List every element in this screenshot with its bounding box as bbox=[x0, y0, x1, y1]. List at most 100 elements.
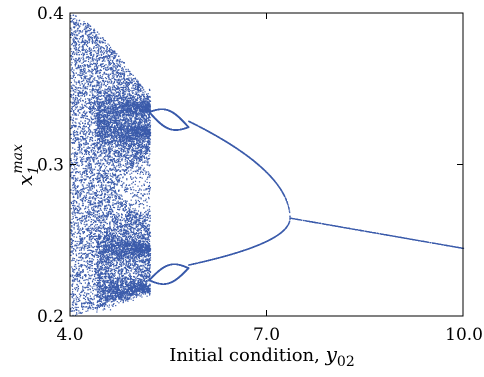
data-point bbox=[74, 30, 76, 33]
data-point bbox=[115, 54, 117, 56]
data-point bbox=[73, 201, 75, 203]
data-point bbox=[136, 224, 138, 226]
data-point bbox=[71, 285, 73, 287]
data-point bbox=[101, 268, 103, 270]
data-point bbox=[109, 57, 111, 59]
data-point bbox=[149, 271, 152, 273]
data-point bbox=[82, 73, 84, 75]
data-point bbox=[94, 108, 97, 110]
data-point bbox=[146, 228, 148, 230]
data-point bbox=[95, 44, 98, 46]
data-point bbox=[147, 174, 150, 176]
data-point bbox=[104, 269, 106, 271]
data-point bbox=[116, 53, 118, 55]
data-point bbox=[84, 25, 87, 27]
data-point bbox=[104, 77, 107, 79]
data-point bbox=[88, 275, 91, 277]
data-point bbox=[72, 178, 75, 180]
data-point bbox=[78, 218, 80, 220]
data-point bbox=[79, 156, 81, 158]
data-point bbox=[147, 123, 149, 125]
data-point bbox=[70, 48, 72, 50]
data-point bbox=[148, 220, 150, 222]
data-point bbox=[118, 117, 120, 119]
data-point bbox=[76, 132, 78, 134]
data-point bbox=[121, 149, 123, 151]
data-point bbox=[113, 75, 115, 77]
data-point bbox=[94, 253, 96, 255]
data-point bbox=[90, 249, 92, 251]
data-point bbox=[88, 212, 90, 214]
data-point bbox=[128, 128, 130, 130]
data-point bbox=[77, 177, 79, 179]
data-point bbox=[138, 167, 140, 169]
data-point bbox=[74, 152, 77, 155]
data-point bbox=[96, 42, 98, 44]
data-point bbox=[83, 216, 86, 218]
data-point bbox=[139, 168, 142, 170]
data-point bbox=[77, 260, 79, 262]
data-point bbox=[134, 87, 136, 90]
data-point bbox=[124, 174, 126, 176]
data-point bbox=[87, 282, 89, 285]
data-point bbox=[94, 120, 96, 122]
data-point bbox=[99, 304, 102, 306]
data-point bbox=[78, 43, 81, 46]
data-point bbox=[106, 232, 108, 234]
data-point bbox=[87, 164, 89, 166]
data-point bbox=[141, 114, 143, 117]
data-point bbox=[112, 261, 114, 263]
data-point bbox=[103, 105, 105, 107]
data-point bbox=[149, 206, 151, 208]
data-point bbox=[148, 198, 150, 200]
data-point bbox=[99, 268, 101, 270]
data-point bbox=[82, 171, 84, 173]
data-point bbox=[143, 120, 145, 123]
data-point bbox=[78, 256, 80, 258]
data-point bbox=[133, 120, 135, 122]
data-point bbox=[148, 149, 150, 151]
data-point bbox=[88, 243, 90, 245]
data-point bbox=[121, 185, 123, 187]
data-point bbox=[97, 180, 99, 182]
data-point bbox=[115, 70, 117, 72]
data-point bbox=[120, 73, 122, 75]
data-point bbox=[126, 83, 128, 85]
data-point bbox=[140, 140, 142, 142]
data-point bbox=[149, 257, 152, 259]
data-point bbox=[87, 153, 89, 155]
data-point bbox=[134, 260, 136, 262]
data-point bbox=[110, 130, 112, 132]
data-point bbox=[86, 192, 89, 194]
data-point bbox=[92, 185, 94, 187]
data-point bbox=[106, 112, 108, 115]
data-point bbox=[132, 153, 134, 155]
data-point bbox=[80, 208, 82, 210]
data-point bbox=[121, 205, 123, 207]
data-point bbox=[90, 156, 92, 158]
data-point bbox=[104, 261, 106, 263]
data-point bbox=[76, 133, 78, 135]
data-point bbox=[137, 82, 139, 84]
data-point bbox=[88, 39, 90, 41]
data-point bbox=[82, 163, 84, 165]
data-point bbox=[70, 251, 72, 253]
data-point bbox=[72, 204, 74, 207]
data-point bbox=[95, 89, 98, 91]
data-point bbox=[82, 160, 84, 163]
data-point bbox=[73, 79, 75, 81]
data-point bbox=[85, 105, 87, 107]
data-point bbox=[74, 65, 76, 67]
data-point bbox=[125, 150, 127, 152]
data-point bbox=[108, 99, 110, 101]
data-point bbox=[73, 53, 75, 56]
data-point bbox=[110, 80, 112, 82]
data-point bbox=[106, 154, 109, 156]
data-point bbox=[126, 179, 128, 181]
data-point bbox=[141, 185, 143, 187]
data-point bbox=[147, 152, 149, 154]
data-point bbox=[98, 306, 100, 308]
data-point bbox=[143, 135, 145, 137]
data-point bbox=[135, 234, 137, 236]
data-point bbox=[97, 122, 99, 124]
